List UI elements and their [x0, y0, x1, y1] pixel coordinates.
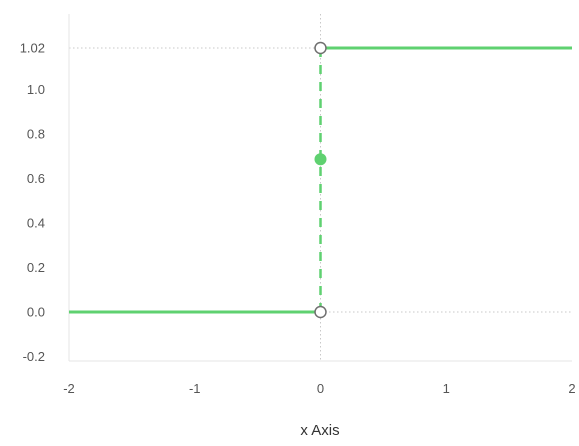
series-lines — [69, 46, 572, 314]
x-tick-label: -2 — [63, 381, 75, 396]
y-tick-label: 0.6 — [27, 171, 45, 186]
series-points — [314, 41, 327, 319]
y-tick-labels: 1.02 1.0 0.8 0.6 0.4 0.2 0.0 -0.2 — [20, 41, 45, 365]
y-tick-label: 1.02 — [20, 41, 45, 56]
x-tick-labels: -2 -1 0 1 2 — [63, 381, 575, 396]
y-tick-label: -0.2 — [23, 349, 45, 364]
y-tick-label: 0.2 — [27, 260, 45, 275]
x-tick-label: 1 — [443, 381, 450, 396]
y-tick-label: 0.0 — [27, 305, 45, 320]
x-tick-label: 0 — [317, 381, 324, 396]
y-tick-label: 1.0 — [27, 82, 45, 97]
open-point — [314, 305, 327, 319]
y-tick-label: 0.4 — [27, 216, 45, 231]
x-axis-title: x Axis — [300, 422, 339, 439]
axis-lines — [68, 14, 572, 362]
x-tick-label: 2 — [568, 381, 575, 396]
open-point — [314, 41, 327, 55]
x-tick-label: -1 — [189, 381, 201, 396]
y-tick-label: 0.8 — [27, 127, 45, 142]
filled-point — [314, 153, 327, 166]
